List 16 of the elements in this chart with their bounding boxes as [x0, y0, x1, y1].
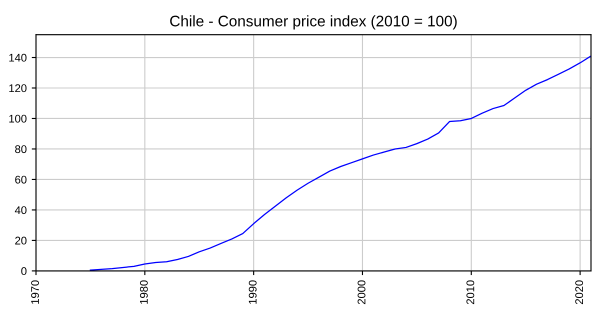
- line-series: [90, 55, 591, 271]
- y-tick-label: 40: [14, 206, 27, 214]
- x-tick-label: 1980: [140, 280, 148, 304]
- y-tick-label: 100: [9, 114, 27, 123]
- x-tick-label: 1990: [248, 280, 257, 304]
- y-tick-label: 140: [9, 54, 27, 62]
- chart-title: Chile - Consumer price index (2010 = 100): [170, 15, 457, 30]
- y-tick-label: 20: [15, 236, 27, 245]
- y-tick-label: 80: [15, 145, 27, 154]
- y-tick-label: 120: [9, 84, 27, 92]
- x-tick-label: 1970: [31, 280, 39, 304]
- x-tick-label: 2020: [575, 280, 584, 304]
- y-tick-label: 0: [21, 267, 27, 276]
- x-tick-label: 2010: [466, 280, 474, 304]
- x-tick-label: 2000: [358, 280, 366, 304]
- y-tick-label: 60: [15, 176, 27, 184]
